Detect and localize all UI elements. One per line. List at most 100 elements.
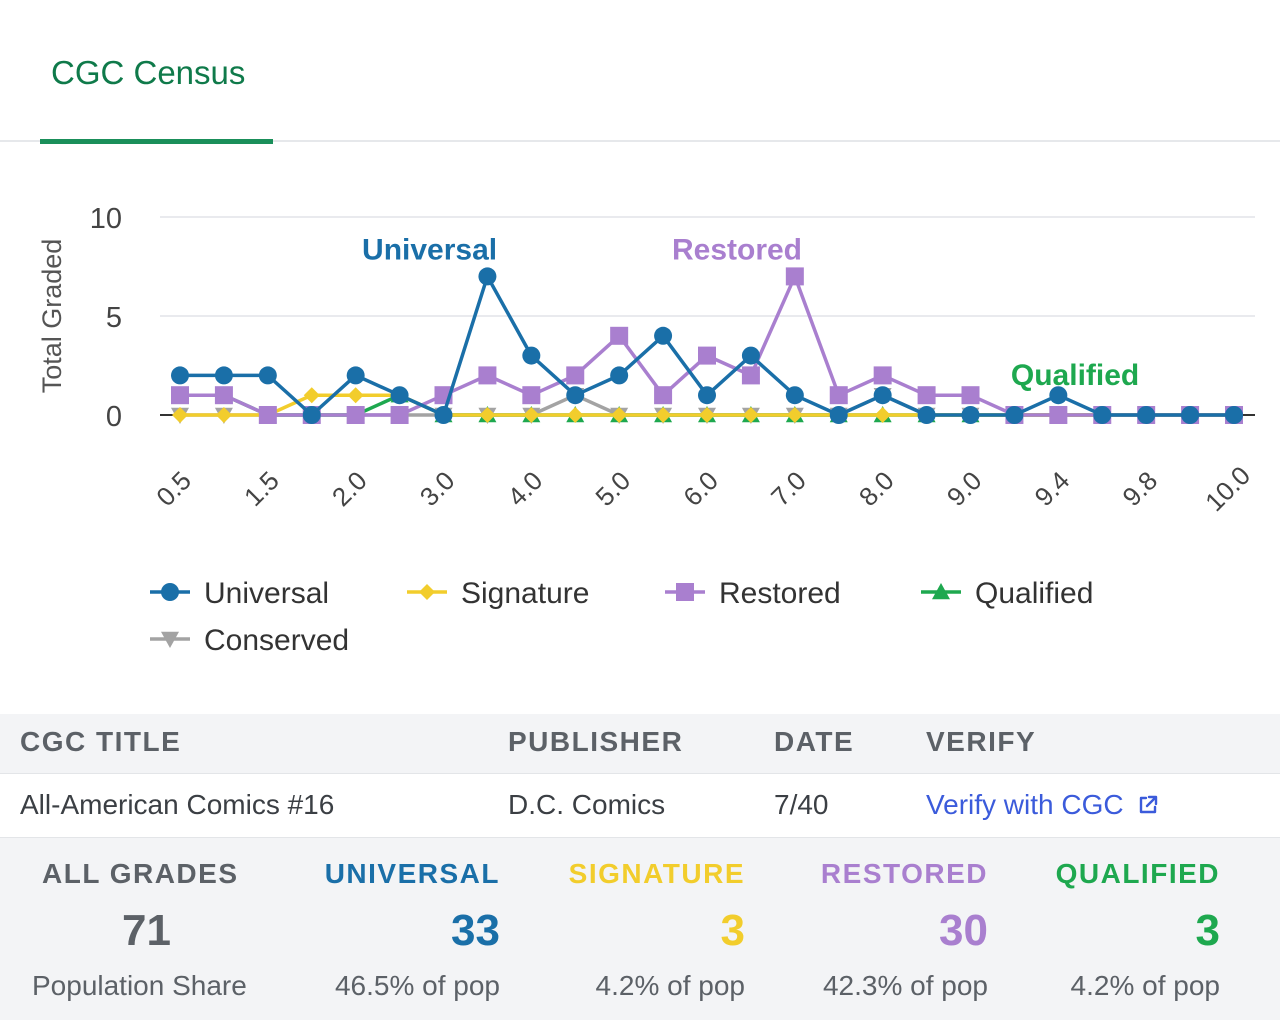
data-point-restored — [1049, 406, 1068, 424]
external-link-icon — [1140, 795, 1158, 814]
data-point-universal — [478, 267, 497, 286]
legend-item-qualified: Qualified — [921, 577, 1093, 610]
data-point-restored — [917, 386, 936, 405]
data-point-universal — [741, 346, 760, 365]
cell-title: All-American Comics #16 — [20, 789, 335, 820]
data-point-signature — [874, 407, 891, 423]
population-stats: ALL GRADES 71 Population Share UNIVERSAL… — [0, 838, 1280, 1020]
data-point-universal — [610, 366, 629, 385]
legend-item-universal: Universal — [150, 577, 329, 610]
data-point-signature — [786, 407, 803, 423]
data-point-restored — [258, 406, 277, 424]
data-point-restored — [741, 366, 760, 385]
data-point-universal — [1181, 406, 1200, 424]
legend-marker — [932, 583, 950, 600]
y-tick-label: 10 — [90, 203, 122, 235]
header-cgc-title: CGC TITLE — [20, 726, 182, 757]
header-verify: VERIFY — [926, 726, 1037, 757]
verify-link-label: Verify with CGC — [926, 789, 1124, 820]
data-point-universal — [346, 366, 365, 385]
data-point-restored — [214, 386, 233, 405]
table-row: All-American Comics #16 D.C. Comics 7/40… — [0, 774, 1280, 838]
series-label-qualified: Qualified — [1011, 359, 1139, 392]
stat-all-grades: ALL GRADES 71 Population Share — [0, 838, 285, 1020]
data-point-signature — [699, 407, 715, 423]
data-point-universal — [302, 406, 321, 424]
data-point-restored — [961, 386, 980, 405]
y-axis-label: Total Graded — [37, 239, 67, 394]
data-point-signature — [567, 407, 584, 423]
data-point-universal — [829, 406, 848, 424]
y-tick-label: 5 — [106, 302, 122, 334]
data-point-universal — [390, 386, 409, 405]
data-point-signature — [655, 407, 672, 423]
x-tick-label: 9.4 — [1029, 465, 1076, 512]
legend-marker — [161, 583, 179, 601]
legend-label: Universal — [204, 577, 329, 610]
data-point-restored — [171, 386, 189, 405]
x-tick-label: 3.0 — [414, 465, 461, 512]
data-point-signature — [172, 407, 188, 423]
data-point-universal — [1049, 386, 1068, 405]
stat-sub: 46.5% of pop — [334, 970, 500, 1001]
tab-bar: CGC Census — [0, 0, 1280, 144]
data-point-universal — [1137, 406, 1156, 424]
cell-date: 7/40 — [774, 789, 829, 820]
census-chart: 0 5 10 Total Graded 0.5 1.5 2.0 3.0 4.0 5.0 6.0 7.0… — [37, 203, 1256, 657]
data-point-restored — [522, 386, 541, 405]
stat-sub: Population Share — [32, 970, 247, 1001]
verify-with-cgc-link[interactable]: Verify with CGC — [926, 789, 1159, 821]
header-date: DATE — [774, 726, 855, 757]
stat-universal: UNIVERSAL 33 46.5% of pop — [300, 838, 500, 1020]
legend-label: Signature — [461, 577, 589, 610]
x-tick-label: 8.0 — [853, 465, 900, 512]
data-point-restored — [654, 386, 673, 405]
tab-label: CGC Census — [51, 54, 246, 91]
data-point-signature — [347, 387, 364, 404]
x-tick-label: 9.8 — [1116, 465, 1163, 512]
header-publisher: PUBLISHER — [508, 726, 684, 757]
legend-label: Conserved — [204, 624, 349, 657]
data-point-restored — [478, 366, 497, 385]
x-tick-label: 9.0 — [941, 465, 988, 512]
data-point-signature — [303, 387, 320, 404]
data-point-universal — [785, 386, 804, 405]
data-point-signature — [479, 407, 496, 423]
data-point-signature — [215, 407, 232, 423]
data-point-signature — [742, 407, 759, 423]
legend-item-restored: Restored — [665, 577, 841, 610]
data-point-signature — [611, 407, 628, 423]
data-point-restored — [346, 406, 365, 424]
stat-value: 71 — [122, 906, 171, 955]
stat-value: 30 — [939, 906, 988, 955]
data-point-universal — [873, 386, 892, 405]
legend-marker — [161, 631, 179, 648]
stat-label: QUALIFIED — [1055, 858, 1220, 889]
data-point-universal — [698, 386, 716, 405]
x-tick-label: 2.0 — [326, 465, 373, 512]
data-point-universal — [522, 346, 541, 365]
stat-label: UNIVERSAL — [324, 858, 500, 889]
data-point-restored — [698, 346, 716, 365]
data-point-restored — [873, 366, 892, 385]
stat-label: ALL GRADES — [42, 858, 239, 889]
data-point-universal — [1005, 406, 1024, 424]
tab-active-indicator — [40, 139, 273, 144]
x-tick-label: 1.5 — [238, 465, 285, 512]
stat-label: SIGNATURE — [568, 858, 745, 889]
legend-item-conserved: Conserved — [150, 624, 349, 657]
tab-cgc-census[interactable]: CGC Census — [40, 0, 273, 144]
stat-sub: 42.3% of pop — [822, 970, 988, 1001]
stat-signature: SIGNATURE 3 4.2% of pop — [540, 838, 745, 1020]
data-point-universal — [654, 326, 673, 345]
data-point-universal — [214, 366, 233, 385]
data-point-universal — [566, 386, 585, 405]
stat-sub: 4.2% of pop — [595, 970, 745, 1001]
x-tick-label: 0.5 — [150, 465, 197, 512]
stat-restored: RESTORED 30 42.3% of pop — [780, 838, 988, 1020]
series-universal — [171, 267, 1243, 424]
y-tick-label: 0 — [106, 401, 122, 433]
series-label-universal: Universal — [362, 233, 497, 266]
data-point-signature — [523, 407, 540, 423]
